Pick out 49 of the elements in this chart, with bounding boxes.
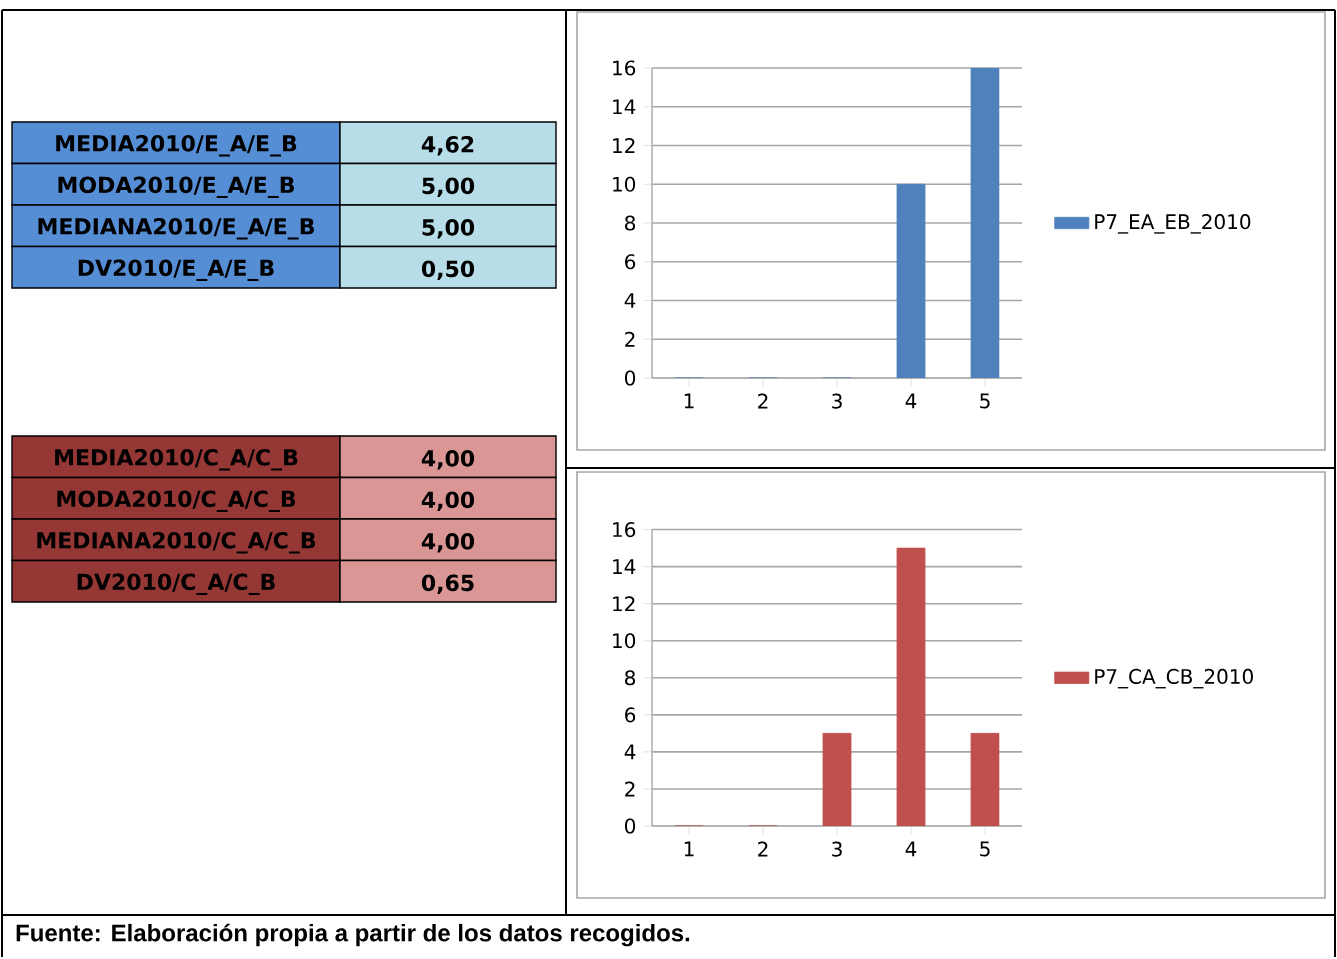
text: MODA2010/E_A/E_B [58, 176, 294, 198]
y-tick-label: 14 [613, 99, 636, 115]
y-tick-label: 8 [625, 215, 636, 231]
text: MEDIANA2010/E_A/E_B [38, 218, 314, 240]
x-tick-label: 1 [684, 841, 694, 857]
text: 0,50 [421, 260, 475, 280]
y-tick-label: 12 [613, 596, 635, 612]
text: 4,00 [421, 533, 475, 553]
x-tick-label: 4 [905, 841, 917, 857]
x-tick-label: 3 [832, 841, 842, 857]
text: MEDIA2010/E_A/E_B [56, 135, 297, 157]
y-tick-label: 0 [625, 370, 636, 386]
text: 4,62 [421, 136, 474, 156]
x-tick-label: 1 [684, 393, 694, 409]
y-tick-label: 6 [625, 707, 636, 723]
text: MODA2010/C_A/C_B [57, 490, 296, 512]
y-tick-label: 16 [613, 60, 636, 76]
text: DV2010/C_A/C_B [77, 573, 275, 595]
text: 5,00 [422, 219, 475, 239]
y-tick-label: 10 [613, 176, 636, 192]
text: MEDIA2010/C_A/C_B [55, 449, 298, 471]
legend-label: P7_EA_EB_2010 [1095, 214, 1251, 234]
text: MEDIANA2010/C_A/C_B [37, 532, 316, 554]
y-tick-label: 4 [624, 744, 636, 760]
source-note: Fuente: Elaboración propia a partir de los datos recogidos. [16, 923, 690, 947]
y-tick-label: 2 [625, 781, 635, 797]
text: 4,00 [421, 450, 475, 470]
x-tick-label: 5 [980, 841, 990, 857]
bar [970, 68, 1000, 378]
x-tick-label: 3 [832, 393, 842, 409]
y-tick-label: 2 [625, 331, 635, 347]
bar [896, 183, 926, 378]
text: DV2010/E_A/E_B [78, 259, 274, 281]
y-tick-label: 0 [625, 818, 636, 834]
x-tick-label: 2 [758, 393, 768, 409]
text: 4,00 [421, 491, 475, 511]
text: 5,00 [422, 177, 475, 197]
x-tick-label: 5 [980, 393, 990, 409]
y-tick-label: 6 [625, 254, 636, 270]
x-tick-label: 4 [905, 393, 917, 409]
y-tick-label: 14 [613, 559, 636, 574]
y-tick-label: 4 [624, 293, 636, 308]
x-tick-label: 2 [758, 841, 768, 857]
y-tick-label: 16 [613, 521, 636, 538]
legend-label: P7_CA_CB_2010 [1095, 668, 1253, 689]
y-tick-label: 12 [613, 138, 635, 153]
y-tick-label: 10 [613, 633, 636, 649]
y-tick-label: 8 [625, 670, 636, 686]
text: 0,65 [421, 574, 474, 594]
